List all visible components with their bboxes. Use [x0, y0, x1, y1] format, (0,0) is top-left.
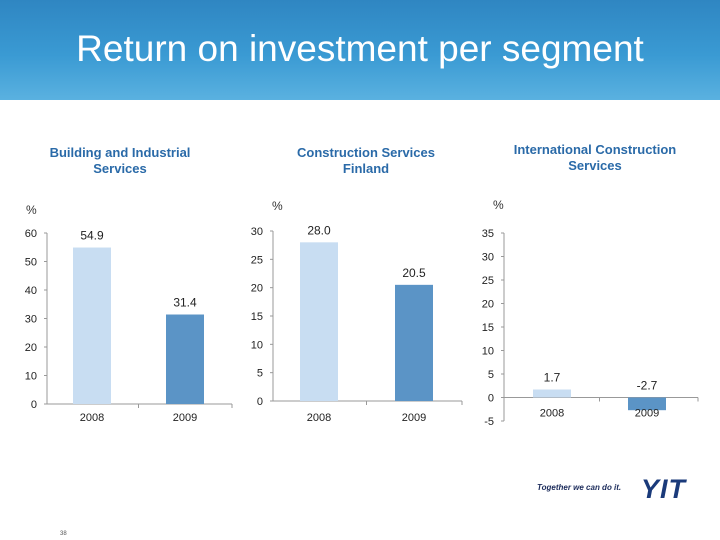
- yit-logo: YIT: [641, 474, 687, 504]
- chart-title-international: International Construction Services: [513, 142, 677, 173]
- unit-label-international: %: [493, 198, 504, 212]
- y-tick-label: 10: [482, 346, 494, 358]
- y-tick-label: 0: [257, 396, 263, 408]
- y-tick-label: 35: [482, 228, 494, 240]
- data-label: 28.0: [307, 223, 331, 237]
- y-tick-label: 20: [25, 342, 37, 354]
- slide-title: Return on investment per segment: [76, 28, 644, 69]
- y-tick-label: 60: [25, 228, 37, 240]
- y-tick-label: 50: [25, 257, 37, 269]
- y-tick-label: 30: [251, 226, 263, 238]
- bar-2009: [395, 284, 433, 401]
- slogan-text: Together we can do it.: [537, 483, 622, 492]
- y-tick-label: 40: [25, 285, 37, 297]
- data-label: 31.4: [173, 296, 197, 310]
- y-tick-label: 20: [482, 299, 494, 311]
- category-label: 2009: [173, 412, 197, 424]
- category-label: 2008: [540, 408, 564, 420]
- page-number: 38: [60, 531, 67, 537]
- data-label: 54.9: [80, 229, 104, 243]
- y-tick-label: 10: [251, 339, 263, 351]
- bar-2009: [166, 314, 204, 404]
- y-tick-label: 15: [251, 311, 263, 323]
- y-tick-label: 5: [257, 368, 263, 380]
- category-label: 2009: [402, 412, 426, 424]
- chart-international: -5 0 5 10 15 20 25 30 35 1.7 2008 -2.7 2009: [482, 228, 699, 428]
- y-tick-label: 10: [25, 371, 37, 383]
- category-label: 2008: [307, 412, 331, 424]
- y-tick-label: -5: [484, 416, 494, 428]
- y-tick-label: 5: [488, 369, 494, 381]
- chart-construction-finland: 0 5 10 15 20 25 30 28.0 2008 20.5 2009: [251, 223, 463, 424]
- unit-label-construction-finland: %: [272, 199, 283, 213]
- y-tick-label: 30: [25, 314, 37, 326]
- bar-2008: [73, 247, 111, 404]
- data-label: 1.7: [544, 371, 561, 385]
- y-tick-label: 0: [31, 399, 37, 411]
- y-tick-label: 0: [488, 393, 494, 405]
- y-tick-label: 30: [482, 252, 494, 264]
- data-label: 20.5: [402, 266, 426, 280]
- bar-2009: [628, 397, 666, 411]
- unit-label-building: %: [26, 203, 37, 217]
- y-tick-label: 25: [251, 254, 263, 266]
- bar-2008: [300, 242, 338, 401]
- category-label: 2009: [635, 408, 659, 420]
- y-tick-label: 25: [482, 275, 494, 287]
- chart-title-construction-finland: Construction Services Finland: [297, 145, 435, 176]
- data-label: -2.7: [637, 379, 658, 393]
- y-tick-label: 20: [251, 283, 263, 295]
- y-tick-label: 15: [482, 322, 494, 334]
- chart-title-building: Building and Industrial Services: [49, 145, 191, 176]
- category-label: 2008: [80, 412, 104, 424]
- title-bar: Return on investment per segment: [0, 0, 720, 100]
- bar-2008: [533, 389, 571, 398]
- chart-building-industrial: 0 10 20 30 40 50 60 54.9 2008 31.4 2009: [25, 228, 233, 424]
